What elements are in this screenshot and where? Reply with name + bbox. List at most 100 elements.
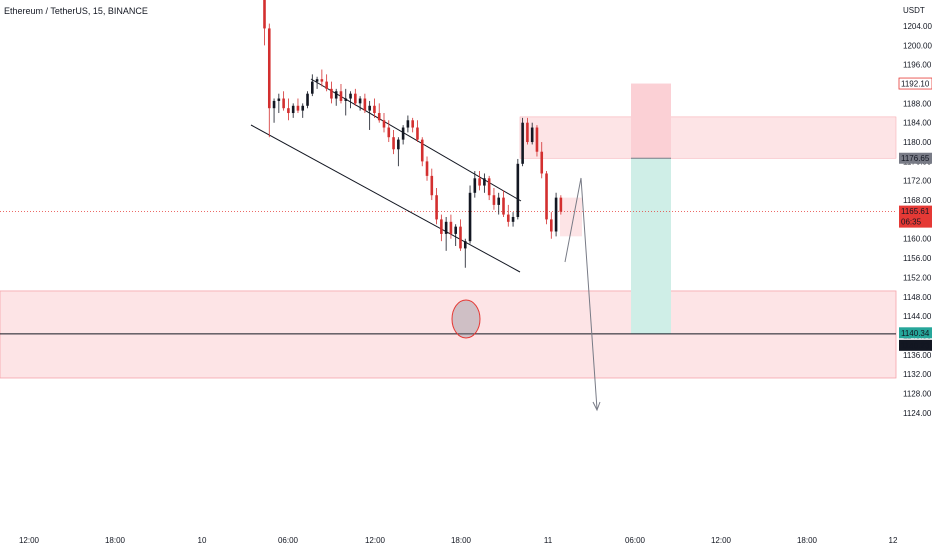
candle-body: [363, 98, 367, 111]
x-tick-label: 18:00: [105, 536, 126, 545]
candle-body: [483, 178, 486, 186]
price-badge-label: 1140.23: [901, 341, 930, 350]
y-tick-label: 1144.00: [903, 312, 932, 321]
y-tick-label: 1124.00: [903, 409, 932, 418]
candle-body: [392, 137, 395, 150]
y-tick-label: 1132.00: [903, 370, 932, 379]
projection-path: [564, 177, 598, 410]
channel-lower-line[interactable]: [250, 124, 521, 273]
candle-body: [282, 98, 285, 109]
candle-body: [535, 127, 539, 152]
candle-body: [521, 122, 524, 164]
candle-body: [339, 91, 343, 101]
candle-body: [406, 120, 410, 128]
candle-body: [468, 192, 472, 242]
candle-body: [301, 105, 305, 111]
projection-arrowhead: [592, 401, 601, 412]
candle-body: [377, 113, 381, 121]
candle-body: [530, 127, 534, 143]
x-tick-label: 18:00: [797, 536, 818, 545]
y-tick-label: 1184.00: [903, 119, 932, 128]
price-badge: [899, 339, 932, 351]
candle-body: [306, 93, 309, 106]
x-tick-label: 18:00: [451, 536, 472, 545]
candle-body: [387, 127, 391, 138]
candle-body: [435, 195, 438, 220]
candle-body: [497, 197, 501, 205]
y-tick-label: 1180.00: [903, 138, 932, 147]
demand-zone: [0, 290, 897, 379]
candle-body: [511, 216, 515, 222]
candle-body: [487, 178, 491, 196]
candle-body: [291, 105, 295, 114]
x-tick-label: 12: [889, 536, 898, 545]
candle-body: [397, 139, 400, 150]
candle-body: [277, 98, 281, 101]
price-badge-label: 1165.61: [901, 207, 930, 216]
candle-body: [550, 219, 553, 232]
x-tick-label: 10: [198, 536, 207, 545]
y-tick-label: 1136.00: [903, 351, 932, 360]
y-tick-label: 1188.00: [903, 99, 932, 108]
candle-body: [420, 139, 424, 162]
candle-body: [502, 197, 505, 215]
y-tick-label: 1156.00: [903, 254, 932, 263]
y-tick-label: 1168.00: [903, 196, 932, 205]
x-tick-label: 11: [544, 536, 553, 545]
candle-body: [358, 98, 362, 104]
x-tick-label: 06:00: [278, 536, 299, 545]
candle-body: [559, 197, 563, 212]
candle-body: [311, 81, 314, 94]
x-tick-label: 12:00: [711, 536, 732, 545]
price-badge: [899, 152, 932, 164]
candle-body: [416, 127, 419, 140]
candle-body: [330, 88, 333, 99]
candle-body: [349, 93, 352, 99]
candle-body: [478, 178, 481, 186]
candle-body: [272, 100, 276, 109]
candle-body: [296, 105, 300, 111]
candle-body: [540, 151, 544, 174]
candle-body: [334, 91, 338, 99]
price-badge-label: 1140.34: [901, 329, 930, 338]
y-tick-label: 1152.00: [903, 273, 932, 282]
x-tick-label: 12:00: [365, 536, 386, 545]
candle-body: [545, 173, 548, 220]
candle-body: [267, 28, 271, 109]
candle-body: [449, 221, 453, 234]
projection-box: [560, 197, 582, 237]
supply-zone: [519, 116, 897, 159]
y-tick-label: 1128.00: [903, 389, 932, 398]
candle-body: [354, 93, 357, 104]
y-tick-label: 1204.00: [903, 22, 932, 31]
candle-body: [287, 108, 290, 114]
candle-body: [516, 163, 520, 217]
candle-body: [325, 81, 328, 89]
price-badge-label: 1192.10: [901, 80, 930, 89]
candle-body: [373, 105, 376, 114]
y-tick-label: 1172.00: [903, 177, 932, 186]
price-badge-label: 1176.65: [901, 154, 930, 163]
candle-body: [320, 79, 324, 82]
candle-body: [263, 0, 266, 29]
candle-body: [454, 226, 457, 234]
candle-body: [526, 122, 529, 143]
candle-body: [430, 175, 434, 196]
candle-body: [459, 226, 462, 249]
candle-body: [444, 221, 448, 234]
y-tick-label: 1148.00: [903, 293, 932, 302]
y-tick-label: 1196.00: [903, 61, 932, 70]
candle-body: [411, 120, 414, 128]
y-tick-label: 1200.00: [903, 41, 932, 50]
candle-body: [463, 241, 467, 249]
x-tick-label: 12:00: [19, 536, 40, 545]
take-profit-area: [631, 158, 671, 334]
price-badge: [898, 77, 932, 90]
x-tick-label: 06:00: [625, 536, 646, 545]
candle-body: [315, 79, 319, 82]
low-highlight-circle: [451, 299, 481, 339]
y-tick-label: 1160.00: [903, 235, 932, 244]
candle-body: [554, 197, 558, 232]
candle-body: [492, 195, 496, 205]
